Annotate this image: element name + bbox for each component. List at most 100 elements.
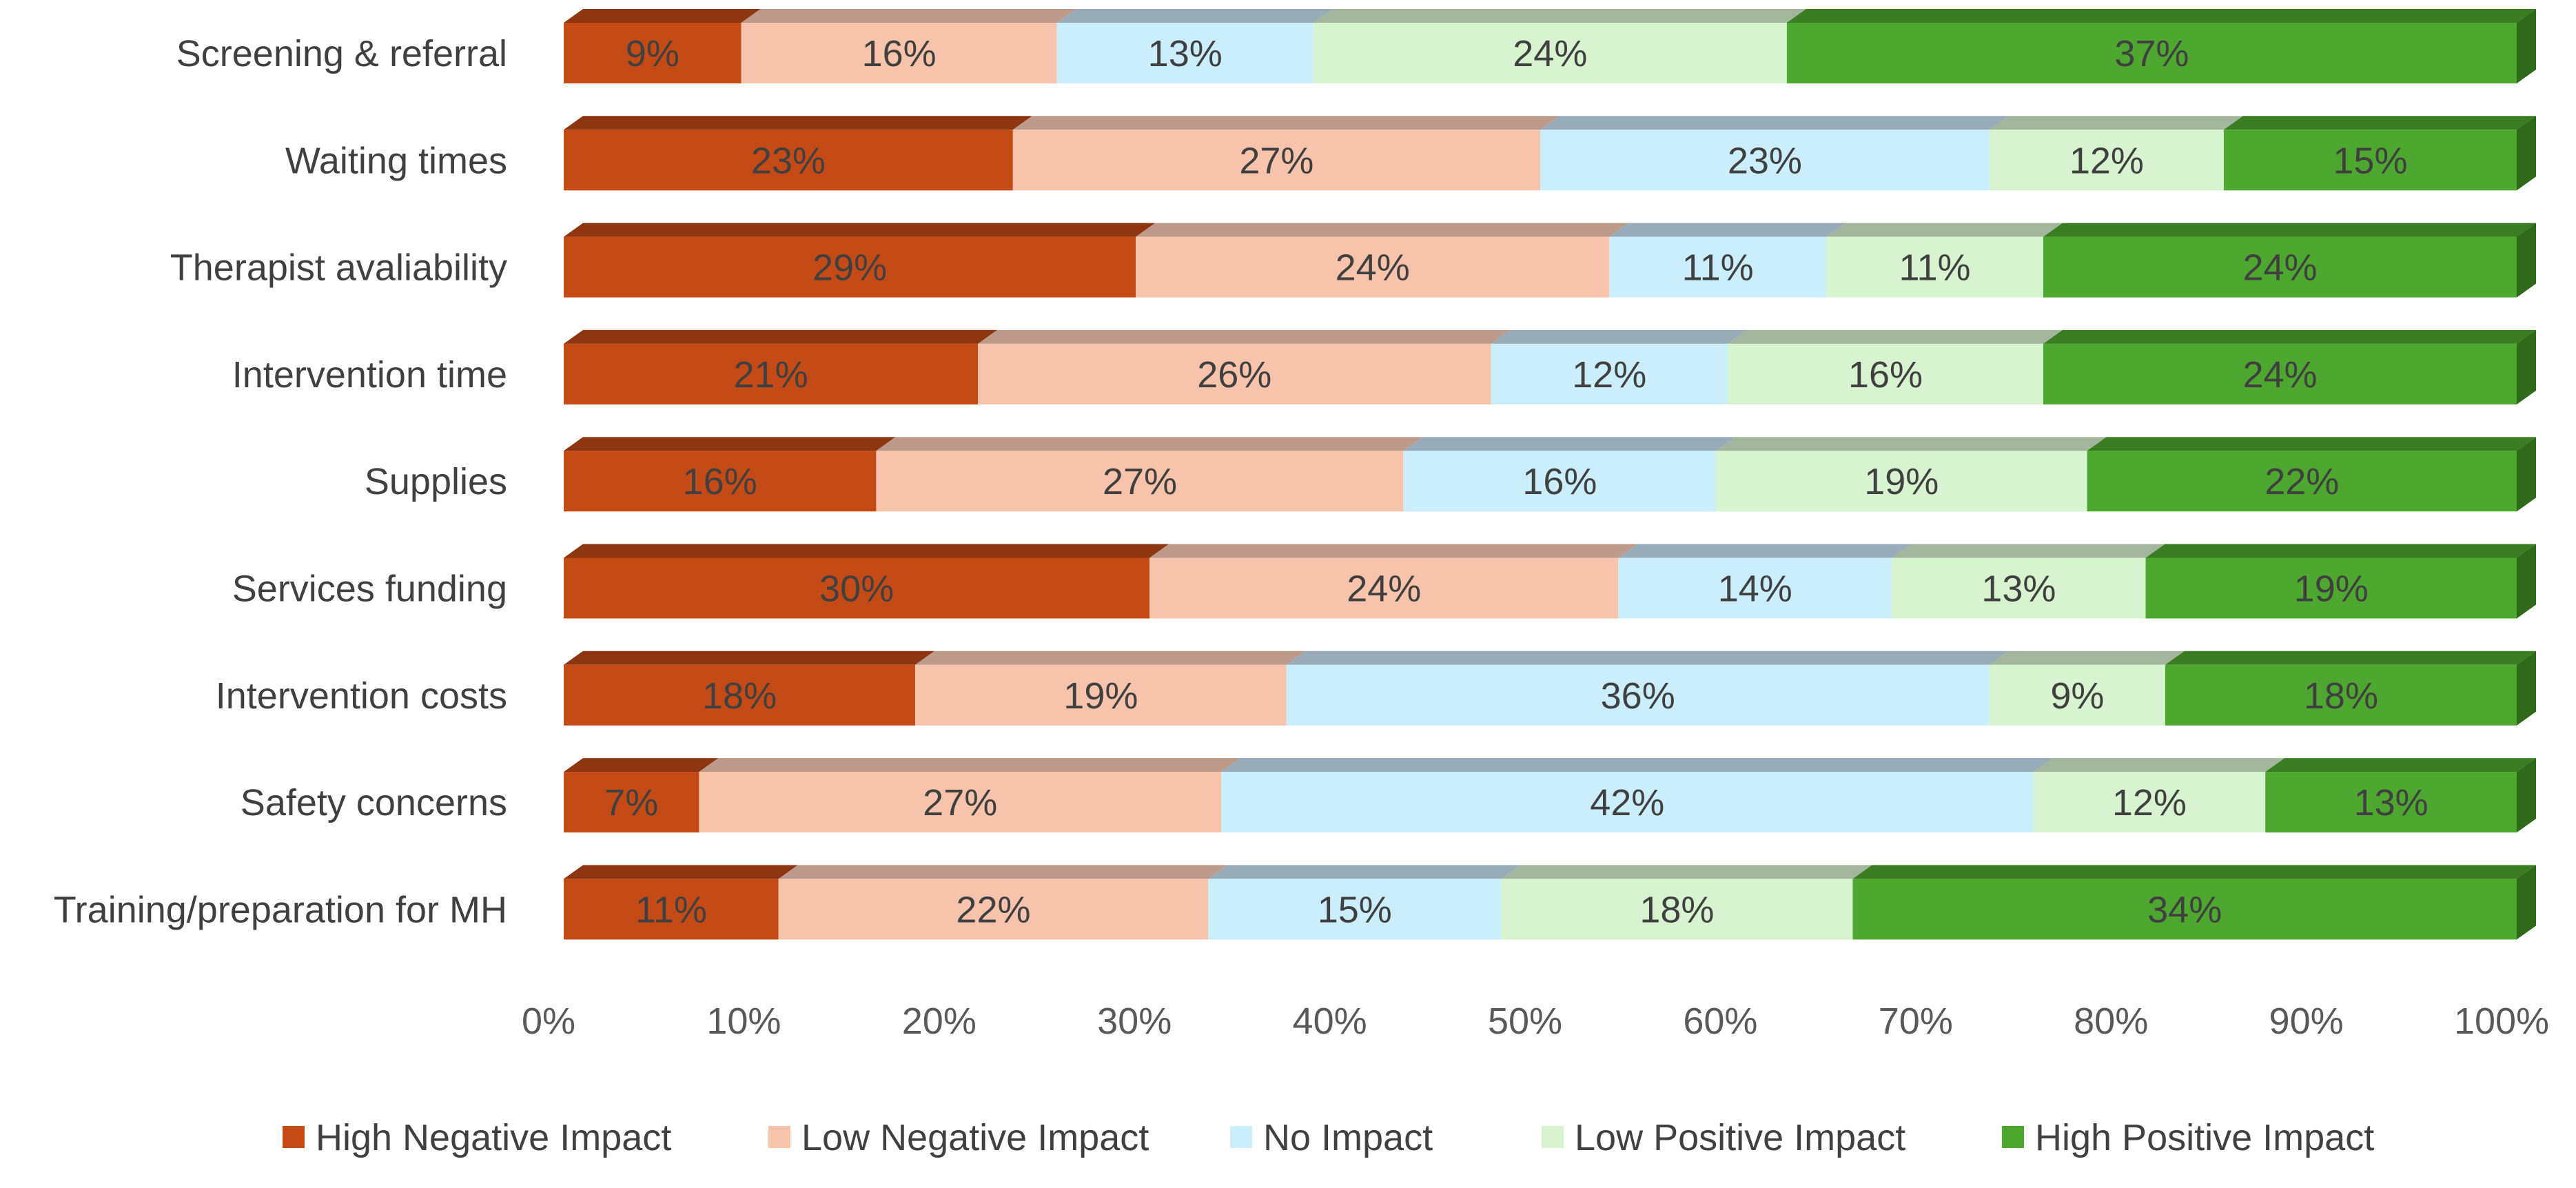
data-label-screening-referral-low-negative-impact: 16% <box>862 33 937 74</box>
legend-swatch-high-negative-impact <box>283 1126 305 1148</box>
x-tick-label-1: 10% <box>706 1001 781 1042</box>
bar-therapist-avaliability-low-positive-impact <box>1826 236 2043 298</box>
bar-top-training-preparation-for-mh-low-positive-impact <box>1501 865 1872 879</box>
bar-screening-referral-low-positive-impact <box>1313 23 1787 83</box>
category-label-therapist-avaliability: Therapist avaliability <box>170 247 507 289</box>
category-label-services-funding: Services funding <box>232 569 507 610</box>
bar-screening-referral-no-impact <box>1056 23 1313 83</box>
bar-top-waiting-times-high-negative-impact <box>564 116 1032 130</box>
data-label-intervention-costs-low-positive-impact: 9% <box>2050 675 2104 717</box>
bar-top-intervention-costs-high-positive-impact <box>2165 651 2536 665</box>
bar-top-waiting-times-low-positive-impact <box>1989 116 2243 130</box>
bar-top-supplies-high-positive-impact <box>2087 437 2536 451</box>
bar-top-therapist-avaliability-high-positive-impact <box>2043 223 2536 237</box>
category-label-training-preparation-for-mh: Training/preparation for MH <box>54 889 507 930</box>
legend-label-low-positive-impact: Low Positive Impact <box>1575 1117 1905 1158</box>
legend-item-low-negative-impact: Low Negative Impact <box>768 1117 1149 1158</box>
category-label-waiting-times: Waiting times <box>285 140 507 181</box>
bar-side-screening-referral <box>2517 9 2536 83</box>
data-label-therapist-avaliability-low-negative-impact: 24% <box>1336 247 1410 289</box>
bar-waiting-times-high-positive-impact <box>2223 130 2517 191</box>
bar-screening-referral-low-negative-impact <box>741 23 1057 83</box>
bar-row-supplies <box>564 437 2536 512</box>
bar-safety-concerns-low-positive-impact <box>2033 772 2266 833</box>
data-label-services-funding-low-negative-impact: 24% <box>1347 569 1421 610</box>
data-label-services-funding-high-positive-impact: 19% <box>2294 569 2369 610</box>
bar-row-safety-concerns <box>564 758 2536 833</box>
bar-top-intervention-costs-low-negative-impact <box>915 651 1306 665</box>
data-label-therapist-avaliability-high-positive-impact: 24% <box>2242 247 2317 289</box>
data-label-safety-concerns-low-positive-impact: 12% <box>2112 782 2187 823</box>
x-tick-label-0: 0% <box>522 1001 575 1042</box>
data-label-screening-referral-no-impact: 13% <box>1148 33 1223 74</box>
category-labels-layer: Screening & referral Waiting times Therapi… <box>54 33 507 930</box>
x-tick-label-6: 60% <box>1683 1001 1757 1042</box>
bar-row-intervention-costs <box>564 651 2536 726</box>
x-tick-label-2: 20% <box>902 1001 977 1042</box>
bar-safety-concerns-high-negative-impact <box>564 772 699 833</box>
data-label-intervention-time-high-positive-impact: 24% <box>2242 354 2317 396</box>
data-label-waiting-times-high-negative-impact: 23% <box>751 140 826 181</box>
bar-intervention-time-high-positive-impact <box>2043 343 2517 404</box>
legend-swatch-no-impact <box>1230 1126 1252 1148</box>
legend-swatch-low-negative-impact <box>768 1126 790 1148</box>
bar-top-waiting-times-no-impact <box>1540 116 2009 130</box>
bar-top-intervention-time-no-impact <box>1491 329 1747 344</box>
bar-intervention-costs-no-impact <box>1286 664 1990 726</box>
bar-row-therapist-avaliability <box>564 223 2536 298</box>
bar-side-waiting-times <box>2517 116 2536 191</box>
bar-top-intervention-costs-no-impact <box>1286 651 2009 665</box>
bar-top-intervention-time-low-negative-impact <box>978 329 1511 344</box>
data-label-services-funding-high-negative-impact: 30% <box>819 569 894 610</box>
data-label-training-preparation-for-mh-high-negative-impact: 11% <box>635 889 707 930</box>
data-label-training-preparation-for-mh-high-positive-impact: 34% <box>2147 889 2222 930</box>
bar-top-training-preparation-for-mh-high-negative-impact <box>564 865 798 879</box>
bar-supplies-high-negative-impact <box>564 451 877 512</box>
bar-training-preparation-for-mh-no-impact <box>1208 879 1502 940</box>
legend-swatch-low-positive-impact <box>1542 1126 1564 1148</box>
bar-waiting-times-low-positive-impact <box>1989 130 2224 191</box>
bar-services-funding-no-impact <box>1618 557 1892 619</box>
data-label-supplies-no-impact: 16% <box>1522 461 1597 502</box>
legend-label-high-positive-impact: High Positive Impact <box>2035 1117 2374 1158</box>
bar-side-training-preparation-for-mh <box>2517 865 2536 940</box>
bar-safety-concerns-low-negative-impact <box>699 772 1222 833</box>
x-tick-label-10: 100% <box>2454 1001 2549 1042</box>
data-label-intervention-costs-high-negative-impact: 18% <box>702 675 777 717</box>
bar-side-therapist-avaliability <box>2517 223 2536 298</box>
bar-intervention-time-low-negative-impact <box>978 343 1491 404</box>
data-label-training-preparation-for-mh-low-positive-impact: 18% <box>1639 889 1714 930</box>
data-label-intervention-costs-high-positive-impact: 18% <box>2304 675 2378 717</box>
category-label-screening-referral: Screening & referral <box>176 33 507 74</box>
bar-supplies-high-positive-impact <box>2087 451 2517 512</box>
bar-top-services-funding-no-impact <box>1618 544 1912 558</box>
bar-top-intervention-costs-low-positive-impact <box>1989 651 2185 665</box>
x-tick-label-3: 30% <box>1097 1001 1172 1042</box>
bar-top-safety-concerns-no-impact <box>1221 758 2053 772</box>
data-label-safety-concerns-low-negative-impact: 27% <box>923 782 997 823</box>
bar-side-supplies <box>2517 437 2536 512</box>
bar-supplies-no-impact <box>1403 451 1717 512</box>
data-label-intervention-time-low-negative-impact: 26% <box>1197 354 1271 396</box>
bar-supplies-low-negative-impact <box>876 451 1404 512</box>
bar-intervention-costs-low-negative-impact <box>915 664 1287 726</box>
bar-top-intervention-time-high-positive-impact <box>2043 329 2536 344</box>
data-label-intervention-time-no-impact: 12% <box>1572 354 1646 396</box>
bar-side-intervention-time <box>2517 329 2536 404</box>
data-label-supplies-high-positive-impact: 22% <box>2265 461 2339 502</box>
bar-top-screening-referral-no-impact <box>1056 9 1333 23</box>
bar-top-safety-concerns-low-negative-impact <box>699 758 1241 772</box>
bar-intervention-time-low-positive-impact <box>1727 343 2043 404</box>
bar-intervention-costs-high-negative-impact <box>564 664 916 726</box>
legend-label-no-impact: No Impact <box>1263 1117 1433 1158</box>
data-label-screening-referral-high-positive-impact: 37% <box>2114 33 2189 74</box>
bar-training-preparation-for-mh-high-negative-impact <box>564 879 779 940</box>
bar-waiting-times-high-negative-impact <box>564 130 1013 191</box>
data-label-services-funding-low-positive-impact: 13% <box>1981 569 2056 610</box>
bar-services-funding-high-negative-impact <box>564 557 1150 619</box>
bar-top-waiting-times-high-positive-impact <box>2223 116 2536 130</box>
bar-top-training-preparation-for-mh-low-negative-impact <box>778 865 1228 879</box>
data-label-safety-concerns-high-negative-impact: 7% <box>604 782 658 823</box>
bar-top-safety-concerns-high-positive-impact <box>2265 758 2536 772</box>
data-label-supplies-high-negative-impact: 16% <box>683 461 757 502</box>
